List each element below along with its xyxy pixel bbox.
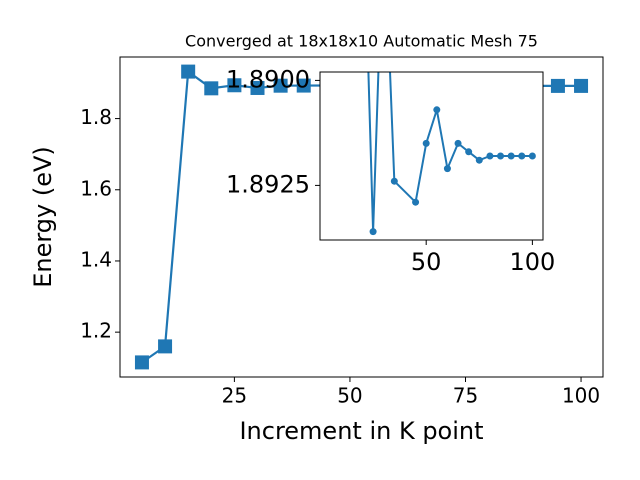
marker [204,81,219,96]
marker [158,339,173,354]
marker [369,228,377,236]
marker [574,78,589,93]
marker [296,78,311,93]
marker [433,106,441,114]
x-tick-label: 50 [411,248,442,276]
y-tick-label: 1.4 [80,247,112,271]
marker [412,198,420,206]
x-tick-label: 100 [562,384,600,408]
marker [443,165,451,173]
y-axis-label: Energy (eV) [29,146,57,288]
axes-frame [319,71,544,241]
marker [518,152,526,160]
marker [454,139,462,147]
marker [497,152,505,160]
marker [475,156,483,164]
marker [528,152,536,160]
y-tick-label: 1.6 [80,176,112,200]
inset-axes: 50 100 1.8900 1.8925 [226,65,555,276]
y-tick-label: 1.8925 [226,170,310,198]
marker [390,177,398,185]
marker [465,148,473,156]
y-tick-label: 1.8 [80,105,112,129]
marker [507,152,515,160]
marker [273,78,288,93]
series-line [367,72,533,233]
x-tick-label: 100 [509,248,555,276]
marker [181,64,196,79]
x-tick-label: 50 [337,384,362,408]
marker [227,78,242,93]
y-tick-label: 1.8900 [226,65,310,93]
x-tick-label: 75 [453,384,478,408]
marker [550,78,565,93]
plot-content [367,72,536,236]
marker [422,139,430,147]
axes-frame [119,56,604,378]
x-axis-label: Increment in K point [239,417,483,445]
y-tick-label: 1.2 [80,319,112,343]
chart-title: Converged at 18x18x10 Automatic Mesh 75 [185,32,538,51]
marker [486,152,494,160]
marker [134,355,149,370]
x-tick-label: 25 [222,384,247,408]
marker [250,80,265,95]
